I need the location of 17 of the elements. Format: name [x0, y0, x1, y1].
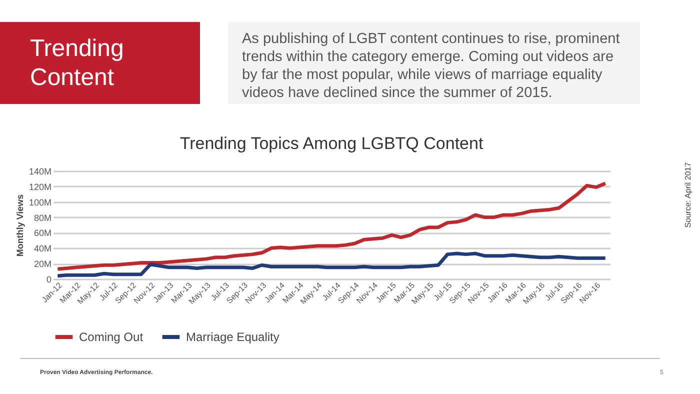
y-tick-label: 80M — [34, 212, 52, 223]
legend-label: Marriage Equality — [186, 330, 280, 344]
y-tick-label: 120M — [28, 182, 52, 192]
chart-title: Trending Topics Among LGBTQ Content — [180, 134, 484, 153]
y-tick-label: 60M — [34, 228, 52, 238]
legend-label: Coming Out — [79, 330, 144, 344]
line-series — [56, 182, 608, 271]
y-tick-label: 20M — [34, 259, 52, 270]
y-tick-label: 140M — [28, 166, 52, 176]
y-tick-label: 0 — [46, 274, 52, 284]
source-note: Source: April 2017 — [684, 162, 692, 228]
text: As publishing of LGBT content continues to rise, prominent trends within the category emerge. Coming out videos are by far the most popular, while views of marriage equality videos have declined since the summer of 2015. — [228, 22, 640, 104]
y-tick-label: 100M — [28, 197, 52, 208]
y-tick-label: 40M — [34, 244, 52, 254]
line-series — [56, 252, 608, 278]
text: Trending Content — [0, 22, 200, 104]
y-axis-title: Monthly Views — [14, 194, 25, 257]
